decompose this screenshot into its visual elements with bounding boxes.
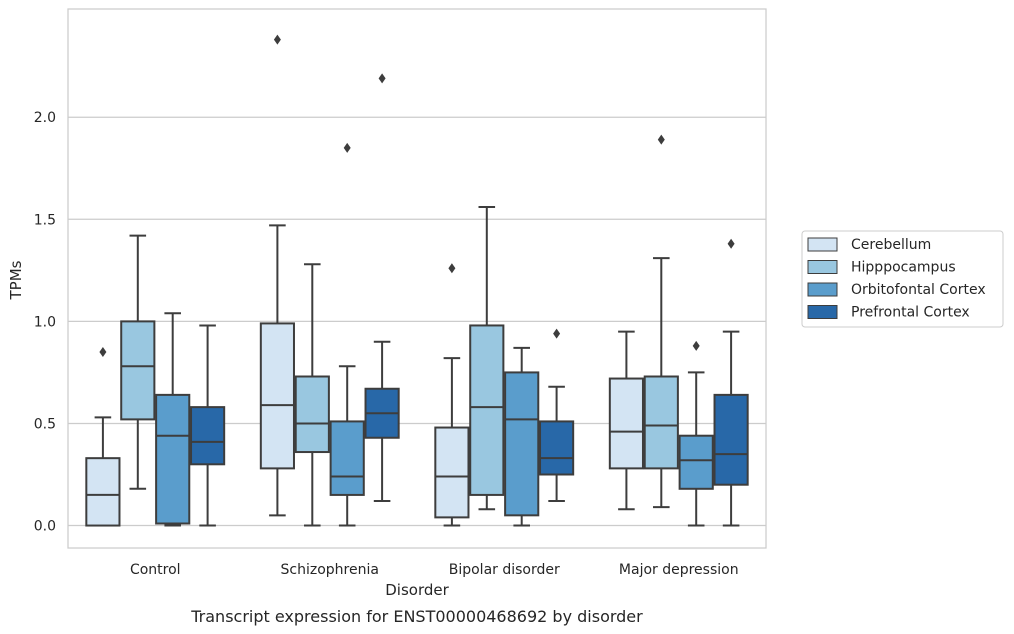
box-orbitofontal-cortex-3 xyxy=(504,346,540,527)
box-iqr xyxy=(643,375,679,470)
outlier-point xyxy=(378,73,386,84)
box-iqr xyxy=(539,420,575,476)
outlier-point xyxy=(273,34,281,45)
box-prefrontal-cortex-4 xyxy=(713,238,749,527)
x-tick-label: Major depression xyxy=(619,562,739,578)
outlier-point xyxy=(727,238,735,249)
outlier-point xyxy=(99,347,107,357)
box-cerebellum-4 xyxy=(608,330,644,511)
box-iqr xyxy=(294,375,330,454)
box-iqr xyxy=(329,420,365,496)
y-axis-title: TPMs xyxy=(7,260,25,300)
y-tick-label: 1.5 xyxy=(34,212,56,228)
box-iqr xyxy=(713,393,749,486)
box-iqr xyxy=(85,457,121,527)
outlier-point xyxy=(448,263,456,274)
legend-swatch xyxy=(807,305,838,319)
box-iqr xyxy=(434,426,470,519)
box-hipppocampus-1 xyxy=(120,234,156,490)
outlier-point xyxy=(657,134,665,145)
box-iqr xyxy=(259,322,295,470)
legend-label: Orbitofontal Cortex xyxy=(851,282,986,298)
plot-area-frame xyxy=(67,8,767,549)
outlier-point xyxy=(553,328,561,339)
legend-swatch xyxy=(807,282,838,297)
box-iqr xyxy=(608,377,644,470)
box-prefrontal-cortex-2 xyxy=(364,73,400,503)
chart-caption: Transcript expression for ENST0000046869… xyxy=(190,607,643,626)
box-iqr xyxy=(504,371,540,517)
box-iqr xyxy=(469,324,505,496)
y-tick-label: 2.0 xyxy=(34,110,56,126)
box-orbitofontal-cortex-2 xyxy=(329,142,365,527)
x-tick-label: Control xyxy=(130,562,181,578)
legend-label: Cerebellum xyxy=(851,237,931,253)
box-cerebellum-2 xyxy=(259,34,295,517)
legend-frame xyxy=(801,230,1004,328)
box-hipppocampus-3 xyxy=(469,206,505,511)
box-iqr xyxy=(120,320,156,421)
box-iqr xyxy=(678,434,714,490)
x-axis-ticks: Control Schizophrenia Bipolar disorder Majo… xyxy=(130,562,739,578)
box-orbitofontal-cortex-1 xyxy=(155,312,191,527)
box-orbitofontal-cortex-4 xyxy=(678,340,714,527)
legend-label: Hipppocampus xyxy=(851,260,956,276)
legend-label: Prefrontal Cortex xyxy=(851,305,970,321)
y-tick-label: 0.5 xyxy=(34,416,56,432)
box-prefrontal-cortex-3 xyxy=(539,328,575,503)
box-prefrontal-cortex-1 xyxy=(190,324,226,527)
x-tick-label: Bipolar disorder xyxy=(449,562,560,578)
y-axis-ticks: 0.0 0.5 1.0 1.5 2.0 xyxy=(34,110,56,534)
x-axis-title: Disorder xyxy=(385,581,449,599)
y-tick-label: 1.0 xyxy=(34,314,56,330)
legend: Cerebellum Hipppocampus Orbitofontal Corte… xyxy=(801,230,1004,328)
box-hipppocampus-2 xyxy=(294,263,330,527)
box-iqr xyxy=(190,406,226,466)
outlier-point xyxy=(343,142,351,153)
box-hipppocampus-4 xyxy=(643,134,679,509)
x-tick-label: Schizophrenia xyxy=(281,562,379,578)
box-iqr xyxy=(155,393,191,525)
y-tick-label: 0.0 xyxy=(34,519,56,535)
legend-swatch xyxy=(807,260,838,274)
legend-swatch xyxy=(807,237,838,252)
outlier-point xyxy=(692,340,700,351)
box-plot-marks xyxy=(85,34,749,527)
box-cerebellum-3 xyxy=(434,263,470,527)
box-cerebellum-1 xyxy=(85,347,121,527)
